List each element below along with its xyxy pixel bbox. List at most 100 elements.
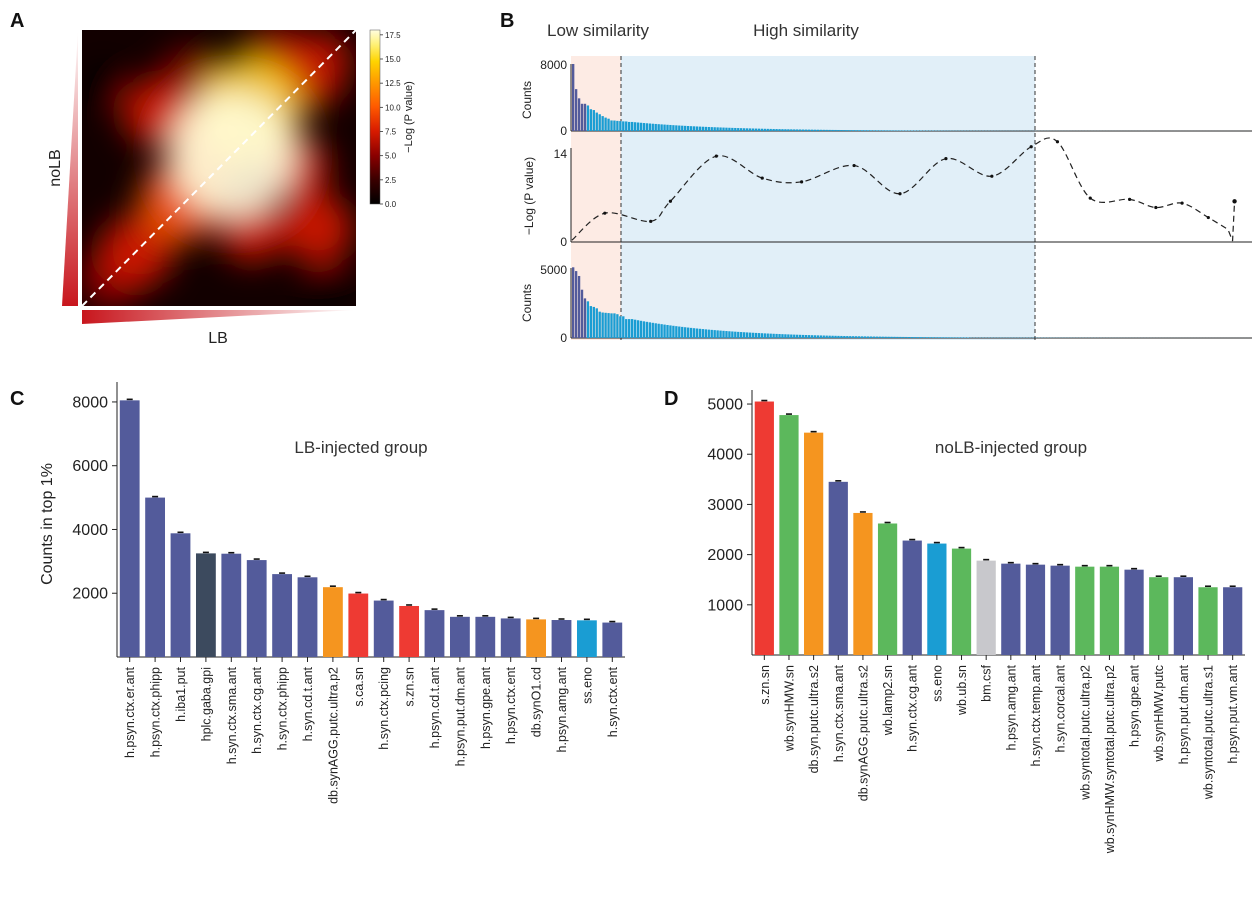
curve-point bbox=[1180, 201, 1184, 205]
rank-bar bbox=[810, 129, 814, 131]
rank-bar bbox=[577, 275, 581, 338]
category-label: h.psyn.cd.t.ant bbox=[428, 666, 442, 748]
category-label: h.psyn.gpe.ant bbox=[1128, 664, 1142, 747]
rank-bar bbox=[949, 337, 952, 338]
rank-bar bbox=[869, 336, 873, 338]
b-bot-bars bbox=[572, 267, 1250, 338]
rank-bar bbox=[866, 336, 870, 338]
rank-bar bbox=[943, 337, 946, 338]
rank-bar bbox=[651, 123, 654, 131]
rank-bar bbox=[586, 105, 590, 131]
rank-bar bbox=[698, 328, 702, 338]
rank-bar bbox=[872, 336, 876, 338]
rank-bar bbox=[778, 129, 781, 131]
bar bbox=[1173, 577, 1193, 655]
rank-bar bbox=[796, 129, 799, 131]
rank-bar bbox=[689, 126, 693, 131]
panel-c-ylabel: Counts in top 1% bbox=[39, 463, 56, 585]
bar bbox=[551, 620, 572, 657]
rank-bar bbox=[586, 301, 590, 338]
rank-bar bbox=[583, 298, 587, 338]
bar bbox=[602, 622, 623, 657]
rank-bar bbox=[630, 121, 634, 131]
rank-bar bbox=[654, 123, 657, 131]
panel-a-ylabel: noLB bbox=[47, 149, 64, 186]
y-tick-label: 4000 bbox=[707, 447, 743, 464]
lb-gradient-triangle bbox=[82, 310, 356, 324]
rank-bar bbox=[834, 129, 837, 131]
rank-bar bbox=[572, 267, 575, 338]
rank-bar bbox=[757, 128, 761, 131]
curve-point bbox=[1154, 205, 1158, 210]
rank-bar bbox=[663, 324, 666, 338]
rank-bar bbox=[745, 332, 749, 338]
curve-point bbox=[760, 176, 764, 180]
rank-bar bbox=[610, 313, 613, 338]
category-label: h.psyn.amg.ant bbox=[555, 666, 569, 752]
rank-bar bbox=[831, 335, 834, 338]
curve-point bbox=[990, 174, 994, 178]
rank-bar bbox=[763, 128, 766, 131]
rank-bar bbox=[580, 289, 584, 338]
rank-bar bbox=[766, 128, 769, 131]
rank-bar bbox=[784, 129, 787, 131]
curve-point bbox=[1206, 215, 1210, 220]
rank-bar bbox=[574, 89, 578, 131]
rank-bar bbox=[692, 328, 696, 338]
bar bbox=[927, 543, 947, 655]
rank-bar bbox=[772, 128, 775, 131]
rank-bar bbox=[790, 334, 793, 338]
rank-bar bbox=[713, 330, 716, 338]
rank-bar bbox=[928, 337, 932, 338]
rank-bar bbox=[875, 336, 878, 338]
rank-bar bbox=[784, 334, 787, 338]
rank-bar bbox=[778, 334, 781, 338]
rank-bar bbox=[639, 320, 643, 338]
colorbar-tick-label: 2.5 bbox=[385, 176, 397, 185]
rank-bar bbox=[642, 123, 646, 131]
bar bbox=[297, 577, 318, 657]
rank-bar bbox=[819, 129, 822, 131]
rank-bar bbox=[580, 103, 584, 131]
panel-a: A LB noLB 0.0 2.5 5.0 7.5 10.0 12.5 15.0 17.5 −… bbox=[10, 10, 415, 347]
rank-bar bbox=[857, 336, 861, 338]
rank-bar bbox=[722, 127, 725, 131]
rank-bar bbox=[908, 336, 911, 338]
bar bbox=[119, 400, 140, 657]
bar bbox=[348, 593, 369, 657]
rank-bar bbox=[878, 336, 881, 338]
rank-bar bbox=[840, 130, 843, 131]
y-tick-label: 8000 bbox=[72, 394, 108, 411]
rank-bar bbox=[725, 331, 728, 338]
rank-bar bbox=[613, 313, 616, 338]
colorbar-tick-label: 15.0 bbox=[385, 55, 401, 64]
rank-bar bbox=[875, 130, 878, 131]
rank-bar bbox=[619, 121, 622, 131]
category-label: h.syn.ctx.sma.ant bbox=[225, 666, 239, 764]
rank-bar bbox=[958, 337, 961, 338]
curve-point bbox=[714, 154, 718, 158]
rank-bar bbox=[775, 129, 778, 131]
rank-bar bbox=[872, 130, 876, 131]
rank-bar bbox=[577, 98, 581, 131]
bar bbox=[1099, 566, 1120, 655]
rank-bar bbox=[937, 337, 940, 338]
panel-c-chart: 2000 4000 6000 8000 h.psyn.ctx.er.ant h.psyn.… bbox=[72, 382, 625, 804]
rank-bar bbox=[854, 130, 858, 131]
rank-bar bbox=[946, 337, 949, 338]
rank-bar bbox=[601, 116, 604, 131]
rank-bar bbox=[919, 337, 923, 338]
rank-bar bbox=[793, 334, 796, 338]
low-similarity-label: Low similarity bbox=[547, 21, 650, 40]
rank-bar bbox=[734, 331, 737, 338]
rank-bar bbox=[648, 322, 651, 338]
rank-bar bbox=[604, 312, 607, 338]
colorbar-tick-label: 7.5 bbox=[385, 128, 397, 137]
curve-point bbox=[944, 157, 948, 161]
rank-bar bbox=[642, 321, 646, 338]
b-bot-ylabel: Counts bbox=[520, 284, 534, 322]
rank-bar bbox=[633, 122, 637, 131]
rank-bar bbox=[813, 335, 817, 338]
rank-bar bbox=[595, 112, 598, 131]
category-label: h.syn.cd.t.ant bbox=[301, 666, 315, 741]
